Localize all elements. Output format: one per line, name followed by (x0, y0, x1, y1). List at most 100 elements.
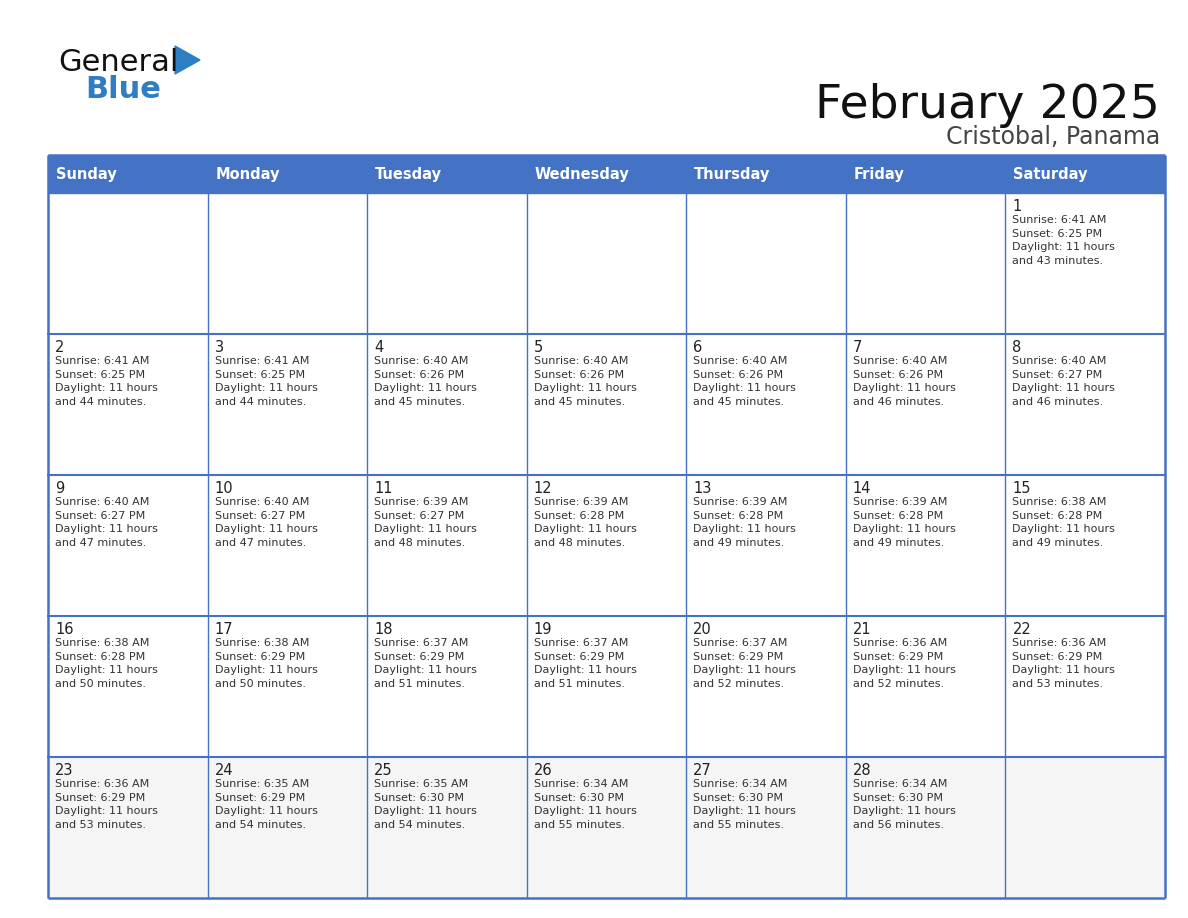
Text: Saturday: Saturday (1013, 166, 1088, 182)
Text: General: General (58, 48, 178, 77)
Text: Sunrise: 6:40 AM
Sunset: 6:26 PM
Daylight: 11 hours
and 45 minutes.: Sunrise: 6:40 AM Sunset: 6:26 PM Dayligh… (374, 356, 478, 407)
Text: 13: 13 (694, 481, 712, 496)
Bar (687, 757, 846, 898)
Text: 28: 28 (853, 763, 872, 778)
Text: Cristobal, Panama: Cristobal, Panama (946, 125, 1159, 149)
Text: Sunrise: 6:36 AM
Sunset: 6:29 PM
Daylight: 11 hours
and 53 minutes.: Sunrise: 6:36 AM Sunset: 6:29 PM Dayligh… (1012, 638, 1116, 688)
Bar (367, 475, 526, 616)
Text: 5: 5 (533, 340, 543, 355)
Text: 6: 6 (694, 340, 702, 355)
Text: Sunrise: 6:38 AM
Sunset: 6:28 PM
Daylight: 11 hours
and 50 minutes.: Sunrise: 6:38 AM Sunset: 6:28 PM Dayligh… (55, 638, 158, 688)
Text: 26: 26 (533, 763, 552, 778)
Bar (208, 155, 367, 193)
Bar (526, 475, 687, 616)
Text: Sunrise: 6:37 AM
Sunset: 6:29 PM
Daylight: 11 hours
and 51 minutes.: Sunrise: 6:37 AM Sunset: 6:29 PM Dayligh… (533, 638, 637, 688)
Text: Sunrise: 6:35 AM
Sunset: 6:29 PM
Daylight: 11 hours
and 54 minutes.: Sunrise: 6:35 AM Sunset: 6:29 PM Dayligh… (215, 779, 317, 830)
Text: Sunrise: 6:34 AM
Sunset: 6:30 PM
Daylight: 11 hours
and 55 minutes.: Sunrise: 6:34 AM Sunset: 6:30 PM Dayligh… (694, 779, 796, 830)
Text: 9: 9 (55, 481, 64, 496)
Text: 23: 23 (55, 763, 74, 778)
Bar (48, 757, 208, 898)
Text: 17: 17 (215, 622, 233, 637)
Bar (687, 334, 846, 475)
Bar (367, 334, 526, 475)
Text: 10: 10 (215, 481, 233, 496)
Bar (1005, 193, 1165, 334)
Bar (1005, 757, 1165, 898)
Bar (367, 757, 526, 898)
Bar (208, 757, 367, 898)
Bar (1005, 616, 1165, 757)
Text: Sunrise: 6:39 AM
Sunset: 6:28 PM
Daylight: 11 hours
and 49 minutes.: Sunrise: 6:39 AM Sunset: 6:28 PM Dayligh… (853, 497, 955, 548)
Text: Sunrise: 6:37 AM
Sunset: 6:29 PM
Daylight: 11 hours
and 51 minutes.: Sunrise: 6:37 AM Sunset: 6:29 PM Dayligh… (374, 638, 478, 688)
Text: 7: 7 (853, 340, 862, 355)
Text: Friday: Friday (854, 166, 904, 182)
Bar (526, 757, 687, 898)
Text: 27: 27 (694, 763, 712, 778)
Text: 20: 20 (694, 622, 712, 637)
Text: February 2025: February 2025 (815, 83, 1159, 128)
Text: 22: 22 (1012, 622, 1031, 637)
Bar (208, 334, 367, 475)
Text: 24: 24 (215, 763, 233, 778)
Bar (208, 475, 367, 616)
Text: Sunrise: 6:40 AM
Sunset: 6:26 PM
Daylight: 11 hours
and 46 minutes.: Sunrise: 6:40 AM Sunset: 6:26 PM Dayligh… (853, 356, 955, 407)
Bar (48, 616, 208, 757)
Bar (687, 616, 846, 757)
Text: Blue: Blue (86, 75, 160, 104)
Text: Sunrise: 6:39 AM
Sunset: 6:27 PM
Daylight: 11 hours
and 48 minutes.: Sunrise: 6:39 AM Sunset: 6:27 PM Dayligh… (374, 497, 478, 548)
Text: 19: 19 (533, 622, 552, 637)
Bar (687, 475, 846, 616)
Bar (846, 475, 1005, 616)
Bar (526, 616, 687, 757)
Text: Thursday: Thursday (694, 166, 771, 182)
Text: Sunrise: 6:40 AM
Sunset: 6:26 PM
Daylight: 11 hours
and 45 minutes.: Sunrise: 6:40 AM Sunset: 6:26 PM Dayligh… (694, 356, 796, 407)
Text: 25: 25 (374, 763, 393, 778)
Text: Monday: Monday (215, 166, 280, 182)
Bar (846, 193, 1005, 334)
Text: Sunrise: 6:40 AM
Sunset: 6:26 PM
Daylight: 11 hours
and 45 minutes.: Sunrise: 6:40 AM Sunset: 6:26 PM Dayligh… (533, 356, 637, 407)
Bar (367, 193, 526, 334)
Text: 14: 14 (853, 481, 871, 496)
Bar (846, 757, 1005, 898)
Bar (1005, 334, 1165, 475)
Text: 15: 15 (1012, 481, 1031, 496)
Text: Sunrise: 6:37 AM
Sunset: 6:29 PM
Daylight: 11 hours
and 52 minutes.: Sunrise: 6:37 AM Sunset: 6:29 PM Dayligh… (694, 638, 796, 688)
Bar (526, 334, 687, 475)
Bar (846, 334, 1005, 475)
Text: Sunrise: 6:38 AM
Sunset: 6:28 PM
Daylight: 11 hours
and 49 minutes.: Sunrise: 6:38 AM Sunset: 6:28 PM Dayligh… (1012, 497, 1116, 548)
Text: 2: 2 (55, 340, 64, 355)
Polygon shape (175, 46, 200, 74)
Text: Sunrise: 6:36 AM
Sunset: 6:29 PM
Daylight: 11 hours
and 52 minutes.: Sunrise: 6:36 AM Sunset: 6:29 PM Dayligh… (853, 638, 955, 688)
Text: Sunrise: 6:40 AM
Sunset: 6:27 PM
Daylight: 11 hours
and 47 minutes.: Sunrise: 6:40 AM Sunset: 6:27 PM Dayligh… (215, 497, 317, 548)
Bar (48, 475, 208, 616)
Text: 3: 3 (215, 340, 223, 355)
Text: Tuesday: Tuesday (375, 166, 442, 182)
Text: Sunrise: 6:41 AM
Sunset: 6:25 PM
Daylight: 11 hours
and 43 minutes.: Sunrise: 6:41 AM Sunset: 6:25 PM Dayligh… (1012, 215, 1116, 266)
Bar (367, 155, 526, 193)
Text: 1: 1 (1012, 199, 1022, 214)
Text: 18: 18 (374, 622, 393, 637)
Text: Sunrise: 6:39 AM
Sunset: 6:28 PM
Daylight: 11 hours
and 49 minutes.: Sunrise: 6:39 AM Sunset: 6:28 PM Dayligh… (694, 497, 796, 548)
Bar (48, 193, 208, 334)
Text: Sunrise: 6:41 AM
Sunset: 6:25 PM
Daylight: 11 hours
and 44 minutes.: Sunrise: 6:41 AM Sunset: 6:25 PM Dayligh… (215, 356, 317, 407)
Bar (526, 193, 687, 334)
Text: Sunrise: 6:34 AM
Sunset: 6:30 PM
Daylight: 11 hours
and 55 minutes.: Sunrise: 6:34 AM Sunset: 6:30 PM Dayligh… (533, 779, 637, 830)
Bar (687, 193, 846, 334)
Text: 12: 12 (533, 481, 552, 496)
Text: Sunrise: 6:36 AM
Sunset: 6:29 PM
Daylight: 11 hours
and 53 minutes.: Sunrise: 6:36 AM Sunset: 6:29 PM Dayligh… (55, 779, 158, 830)
Bar (846, 616, 1005, 757)
Text: Sunrise: 6:39 AM
Sunset: 6:28 PM
Daylight: 11 hours
and 48 minutes.: Sunrise: 6:39 AM Sunset: 6:28 PM Dayligh… (533, 497, 637, 548)
Text: Sunday: Sunday (56, 166, 116, 182)
Bar (208, 193, 367, 334)
Bar (48, 334, 208, 475)
Text: Sunrise: 6:35 AM
Sunset: 6:30 PM
Daylight: 11 hours
and 54 minutes.: Sunrise: 6:35 AM Sunset: 6:30 PM Dayligh… (374, 779, 478, 830)
Bar (526, 155, 687, 193)
Text: Sunrise: 6:38 AM
Sunset: 6:29 PM
Daylight: 11 hours
and 50 minutes.: Sunrise: 6:38 AM Sunset: 6:29 PM Dayligh… (215, 638, 317, 688)
Text: Wednesday: Wednesday (535, 166, 630, 182)
Bar (687, 155, 846, 193)
Text: 4: 4 (374, 340, 384, 355)
Text: Sunrise: 6:41 AM
Sunset: 6:25 PM
Daylight: 11 hours
and 44 minutes.: Sunrise: 6:41 AM Sunset: 6:25 PM Dayligh… (55, 356, 158, 407)
Bar (208, 616, 367, 757)
Text: Sunrise: 6:34 AM
Sunset: 6:30 PM
Daylight: 11 hours
and 56 minutes.: Sunrise: 6:34 AM Sunset: 6:30 PM Dayligh… (853, 779, 955, 830)
Bar (846, 155, 1005, 193)
